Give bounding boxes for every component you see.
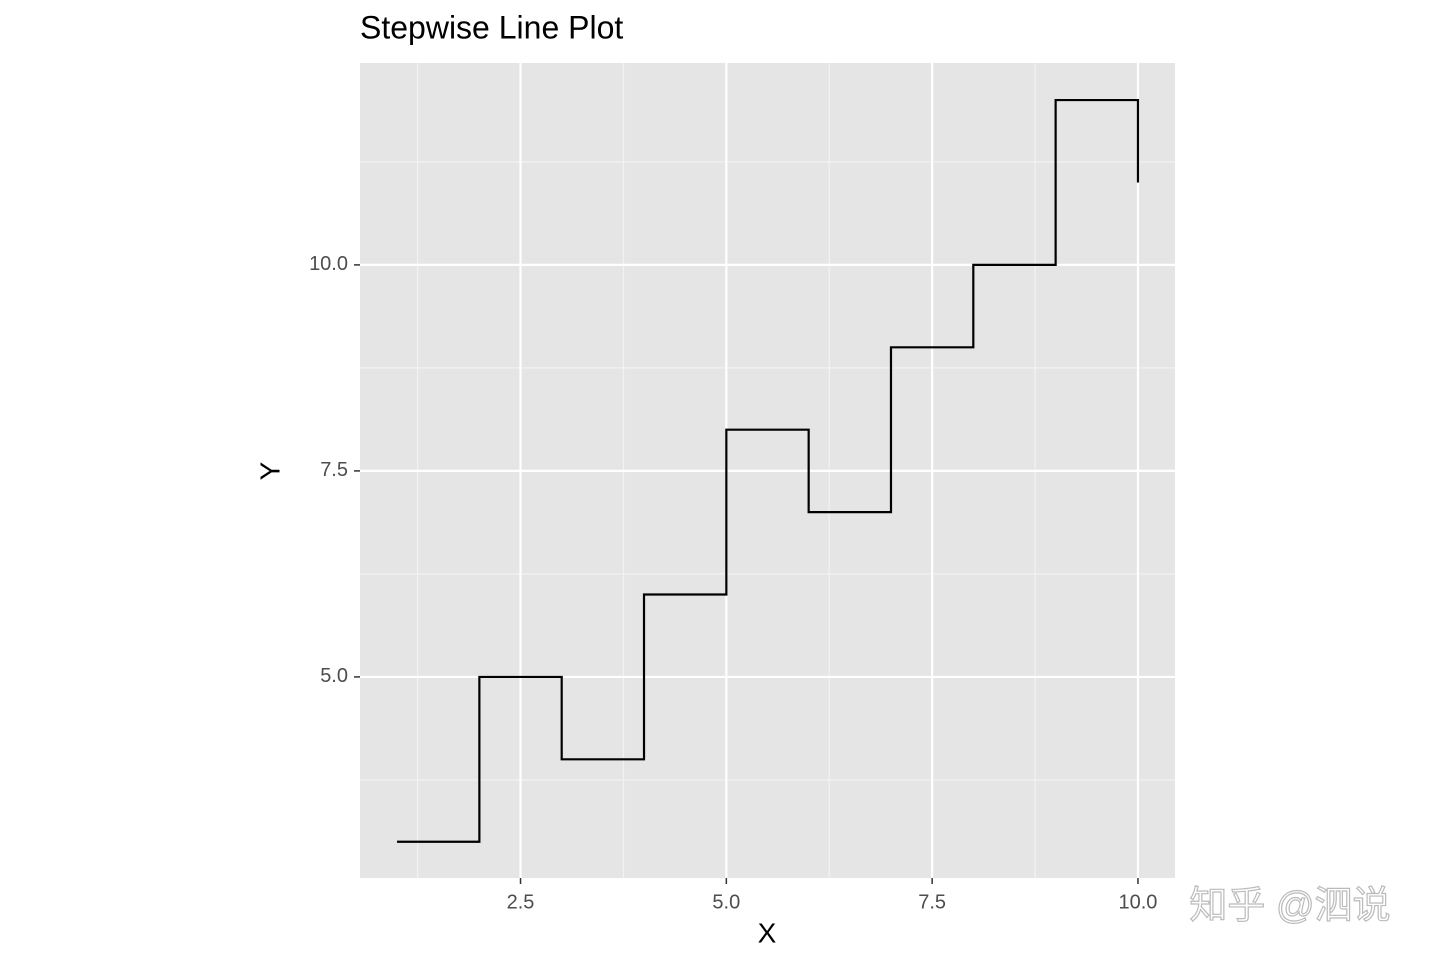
chart-title: Stepwise Line Plot xyxy=(360,9,623,45)
x-tick-label: 5.0 xyxy=(712,891,740,913)
x-axis-title: X xyxy=(758,917,777,948)
x-tick-label: 2.5 xyxy=(507,891,535,913)
y-tick-label: 10.0 xyxy=(309,253,348,275)
y-tick-label: 5.0 xyxy=(320,665,348,687)
x-tick-label: 7.5 xyxy=(918,891,946,913)
y-axis-title: Y xyxy=(254,461,285,480)
y-tick-label: 7.5 xyxy=(320,459,348,481)
step-line xyxy=(397,98,1140,843)
x-tick-label: 10.0 xyxy=(1118,891,1157,913)
watermark: 知乎 @泗说 xyxy=(1189,885,1390,927)
